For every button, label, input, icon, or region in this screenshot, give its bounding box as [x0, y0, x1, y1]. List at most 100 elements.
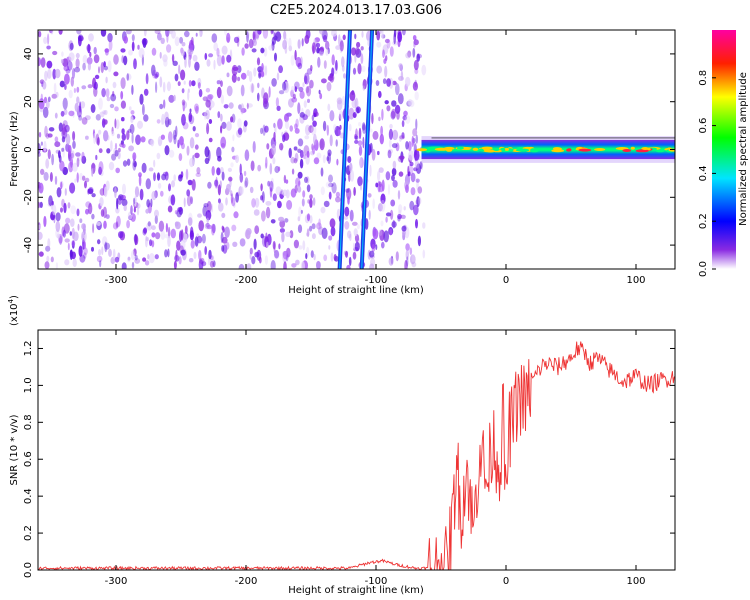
noise-blob [281, 231, 285, 243]
noise-blob [51, 93, 58, 99]
band-peak [630, 146, 635, 150]
noise-blob [267, 180, 271, 187]
x-tick-label: -100 [365, 576, 388, 587]
noise-blob [253, 67, 257, 77]
noise-blob [344, 221, 350, 230]
noise-blob [282, 250, 289, 260]
noise-blob [421, 64, 427, 76]
noise-blob [246, 69, 250, 77]
noise-blob [54, 175, 58, 185]
colorbar-tick-label: 0.2 [698, 213, 709, 229]
noise-blob [69, 182, 76, 194]
noise-blob [164, 111, 169, 121]
noise-blob [367, 193, 372, 198]
noise-blob [407, 171, 411, 177]
noise-blob [82, 175, 86, 181]
noise-blob [216, 146, 222, 159]
noise-blob [306, 68, 313, 75]
noise-blob [358, 127, 362, 140]
noise-blob [377, 203, 383, 212]
noise-blob [297, 171, 303, 179]
noise-blob [159, 51, 162, 59]
noise-blob [403, 110, 408, 117]
noise-blob [194, 144, 199, 150]
noise-blob [302, 240, 306, 251]
noise-blob [238, 104, 242, 110]
noise-blob [351, 221, 358, 226]
noise-blob [381, 30, 384, 40]
noise-blob [81, 85, 87, 90]
noise-blob [104, 242, 110, 250]
noise-blob [357, 63, 362, 75]
noise-blob [360, 53, 364, 65]
noise-blob [266, 143, 270, 150]
noise-blob [78, 245, 83, 257]
y-scale-close: ) [9, 295, 20, 299]
noise-blob [392, 160, 397, 169]
noise-blob [128, 49, 133, 56]
noise-blob [166, 31, 169, 43]
noise-blob [107, 135, 110, 141]
noise-blob [265, 201, 272, 206]
noise-blob [415, 118, 418, 130]
noise-blob [221, 55, 225, 65]
noise-blob [304, 176, 308, 183]
noise-blob [282, 189, 288, 197]
noise-blob [339, 40, 344, 52]
noise-blob [70, 205, 76, 215]
noise-blob [410, 172, 416, 183]
noise-blob [411, 135, 415, 148]
noise-blob [294, 86, 297, 93]
noise-blob [312, 145, 316, 155]
noise-blob [225, 241, 230, 250]
noise-blob [331, 30, 337, 37]
noise-blob [264, 255, 268, 265]
noise-blob [42, 81, 47, 90]
noise-blob [141, 162, 147, 173]
noise-blob [341, 65, 345, 72]
noise-blob [220, 125, 223, 134]
noise-blob [133, 206, 136, 213]
noise-blob [82, 54, 88, 65]
noise-blob [134, 195, 137, 207]
noise-blob [187, 217, 193, 226]
noise-blob [361, 31, 364, 38]
noise-blob [168, 118, 172, 126]
y-tick-label: -40 [23, 237, 34, 253]
noise-blob [240, 108, 247, 113]
noise-blob [108, 248, 112, 257]
noise-blob [105, 48, 109, 56]
noise-blob [93, 54, 100, 64]
noise-blob [99, 188, 106, 196]
noise-blob [333, 124, 337, 131]
noise-blob [323, 200, 330, 208]
band-peak [416, 148, 428, 152]
noise-blob [75, 152, 81, 157]
noise-blob [349, 90, 356, 102]
noise-blob [131, 84, 134, 95]
noise-blob [254, 197, 260, 208]
noise-blob [341, 56, 345, 68]
noise-blob [362, 124, 366, 134]
noise-blob [412, 35, 417, 41]
noise-blob [205, 87, 211, 93]
noise-blob [302, 82, 305, 88]
noise-blob [174, 73, 179, 82]
noise-blob [134, 234, 139, 246]
noise-blob [283, 30, 287, 40]
noise-blob [151, 47, 157, 56]
noise-blob [205, 210, 212, 221]
noise-blob [380, 125, 383, 136]
noise-blob [298, 245, 303, 250]
noise-blob [100, 209, 105, 217]
noise-blob [387, 149, 392, 159]
noise-blob [76, 86, 80, 93]
noise-blob [121, 133, 127, 141]
noise-blob [397, 31, 403, 43]
noise-blob [415, 218, 418, 229]
noise-blob [104, 241, 108, 253]
noise-blob [385, 171, 391, 181]
noise-blob [330, 252, 334, 262]
noise-blob [162, 81, 166, 93]
noise-blob [204, 246, 207, 255]
